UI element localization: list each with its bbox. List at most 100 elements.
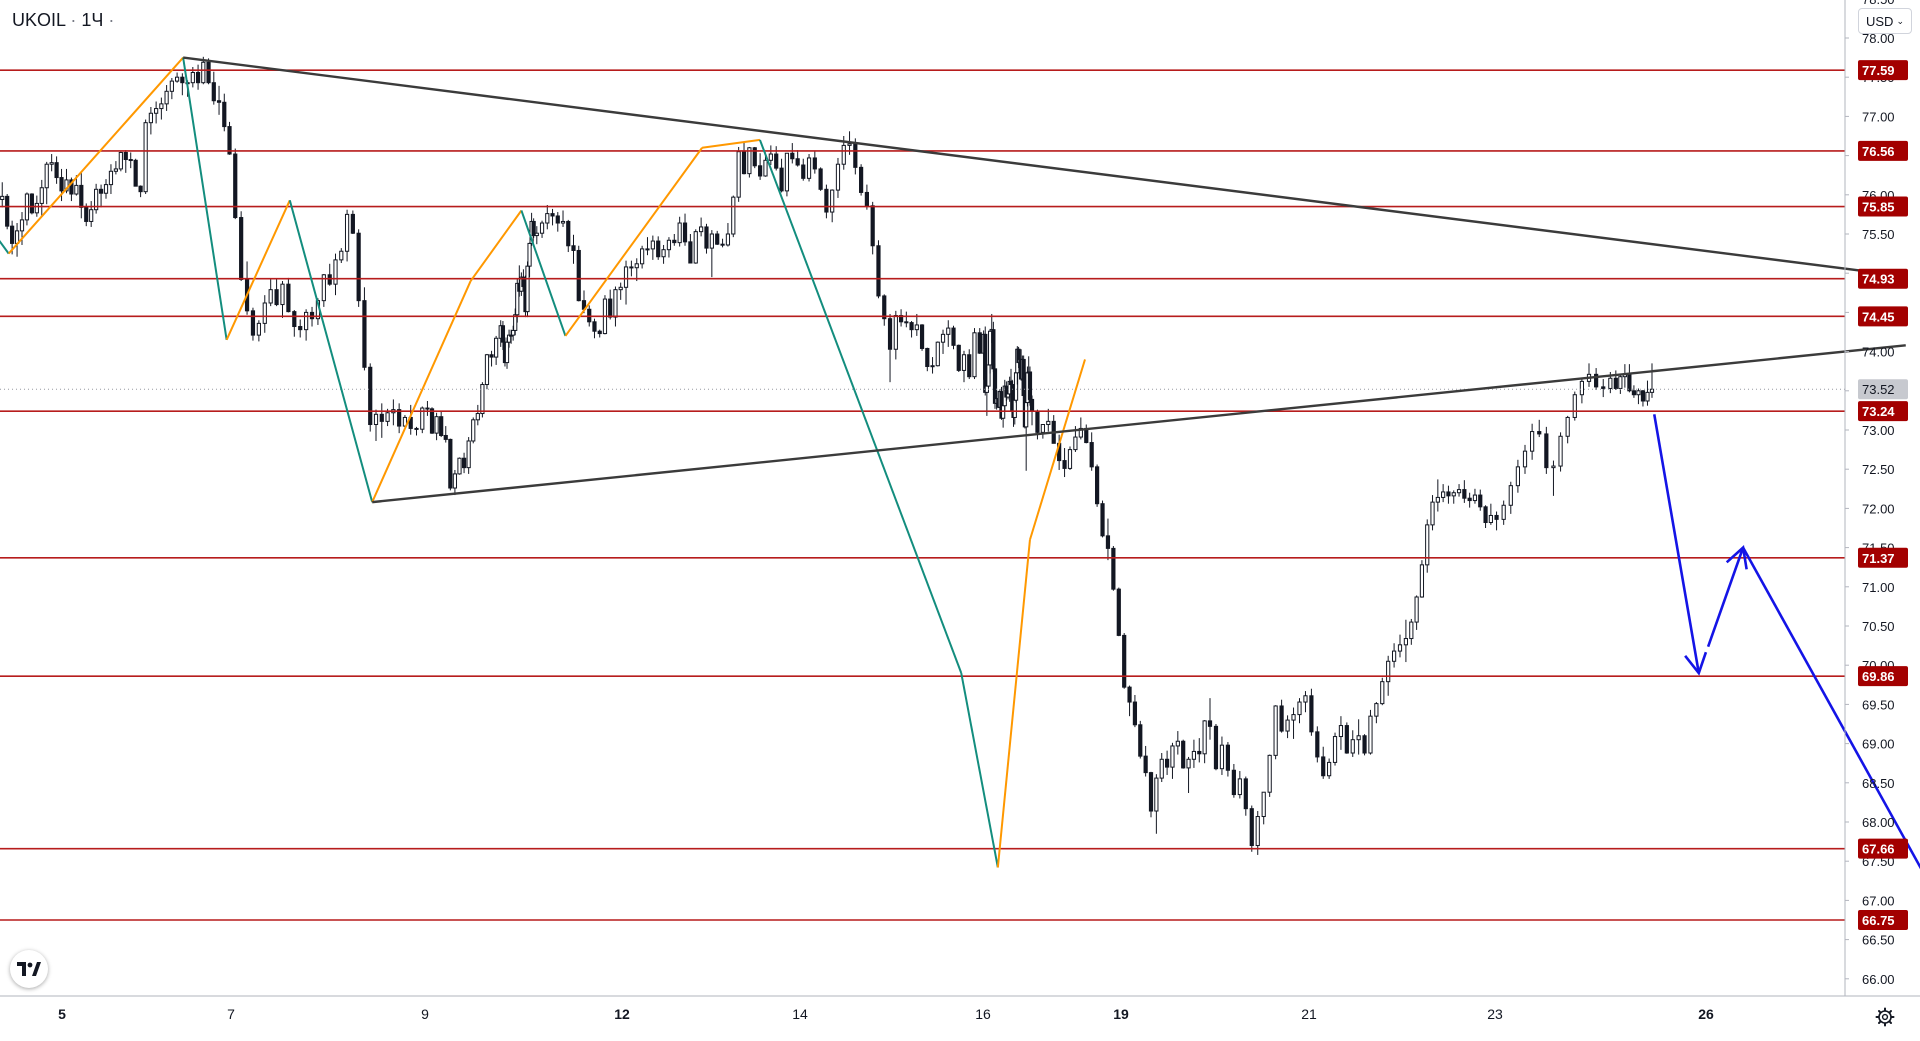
candle-body [211, 82, 216, 102]
candle-body [1067, 449, 1073, 469]
candle [1430, 495, 1435, 531]
candle-body [961, 354, 967, 371]
candle-body [1446, 491, 1451, 497]
candle-body [1062, 460, 1067, 469]
candle-body [154, 108, 159, 114]
candle [774, 146, 779, 171]
candle [1572, 391, 1577, 421]
candle [1202, 720, 1207, 764]
candle [779, 158, 784, 193]
candle [466, 437, 471, 474]
level-badge-label: 74.93 [1862, 272, 1895, 287]
candle [656, 236, 661, 260]
candle-body [747, 147, 752, 175]
price-tick-label: 69.00 [1862, 737, 1895, 752]
candle [666, 237, 672, 258]
candle-body [672, 239, 677, 244]
candle-body [661, 249, 666, 258]
candle [1467, 492, 1472, 508]
candle [1154, 774, 1159, 834]
candle [1255, 811, 1260, 855]
candle-body [841, 144, 846, 165]
candle-body [1261, 791, 1266, 818]
zigzag-up-segment [996, 539, 1031, 868]
candle-body [262, 302, 267, 324]
candle-body [864, 191, 869, 207]
candle-body [298, 326, 303, 331]
candle [452, 469, 458, 496]
candle-body [608, 298, 613, 318]
candle [24, 192, 30, 226]
level-badge-bg [1858, 268, 1908, 289]
candle-body [268, 289, 273, 304]
candle [250, 307, 256, 341]
candle [159, 97, 164, 120]
level-badge-bg [1858, 910, 1908, 930]
candle [1631, 385, 1637, 398]
candle-body [940, 333, 946, 343]
candle-body [1636, 390, 1641, 396]
candle-body [1544, 433, 1549, 469]
candle-body [1640, 390, 1646, 402]
price-tick-label: 69.50 [1862, 697, 1895, 712]
currency-button[interactable]: USD ⌄ [1858, 8, 1912, 34]
candle [634, 258, 639, 282]
candle [1462, 480, 1467, 503]
time-tick-label: 23 [1487, 1006, 1503, 1022]
candle [790, 143, 795, 164]
candle-body [1515, 466, 1520, 487]
candle-body [790, 152, 795, 160]
candle [859, 164, 864, 196]
candle-body [1219, 744, 1225, 770]
candle-body [736, 151, 741, 198]
candle [350, 210, 355, 234]
candle-body [414, 427, 419, 430]
level-badge-label: 66.75 [1862, 913, 1895, 928]
candle [967, 349, 972, 380]
candle [935, 341, 940, 367]
gear-icon[interactable] [1872, 1004, 1898, 1030]
candle [1138, 720, 1143, 759]
tradingview-logo-icon[interactable] [10, 950, 48, 988]
price-tick-label: 73.00 [1862, 423, 1895, 438]
candle-body [148, 112, 153, 124]
candle-body [373, 413, 379, 426]
candle [29, 193, 34, 215]
candle [806, 154, 812, 182]
candle [1374, 702, 1379, 724]
forecast-arrowhead [1684, 651, 1708, 676]
level-price-badge: 74.93 [1858, 268, 1908, 289]
candle [484, 353, 490, 390]
candle [741, 142, 747, 175]
candle-body [103, 184, 109, 194]
level-price-badge: 71.37 [1858, 547, 1908, 568]
candle-body [1386, 660, 1391, 683]
candle-body [1613, 377, 1618, 389]
candle [143, 119, 148, 195]
candle-body [443, 434, 448, 440]
candle [1441, 484, 1446, 503]
candle-body [216, 100, 222, 103]
candle-body [379, 413, 384, 422]
candle [54, 156, 59, 184]
candle [1315, 726, 1320, 763]
candle [1435, 479, 1440, 512]
candle-body [991, 329, 996, 370]
candle [566, 219, 571, 253]
candle [1332, 732, 1338, 766]
candle-body [79, 184, 84, 208]
candle-body [1356, 735, 1361, 741]
candle-body [1170, 745, 1175, 768]
candle-body [527, 242, 532, 267]
candle-body [1159, 758, 1164, 779]
candle-body [715, 233, 720, 245]
candle [784, 152, 790, 197]
candle-body [1285, 719, 1290, 732]
candle-body [138, 185, 143, 193]
candle-body [1202, 720, 1207, 755]
candle-body [494, 337, 499, 358]
candle [602, 295, 608, 335]
candle [1640, 390, 1646, 407]
